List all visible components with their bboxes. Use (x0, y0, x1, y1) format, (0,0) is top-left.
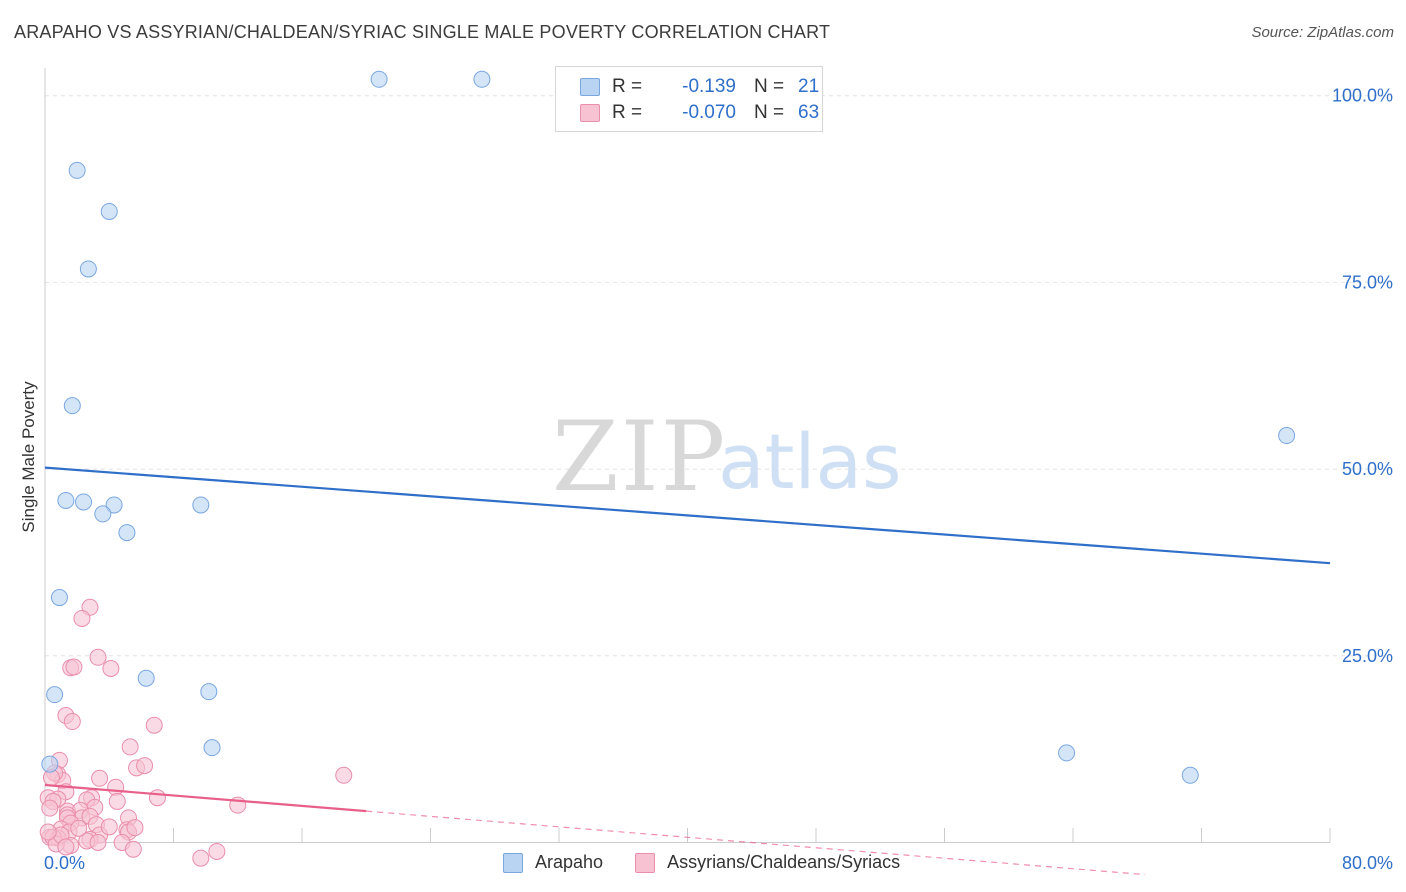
watermark: ZIP atlas (552, 401, 902, 513)
data-point-arapaho (75, 493, 93, 511)
y-tick-label: 25.0% (1342, 646, 1393, 666)
chart-title: ARAPAHO VS ASSYRIAN/CHALDEAN/SYRIAC SING… (14, 22, 831, 42)
legend-r-value: -0.070 (682, 102, 736, 123)
y-tick-label: 75.0% (1342, 272, 1393, 292)
data-point-assyrian (65, 658, 83, 676)
legend-label-arapaho: Arapaho (535, 852, 604, 872)
data-point-arapaho (57, 491, 75, 509)
legend-row-arapaho: R = -0.139 N = 21 (580, 75, 819, 99)
data-point-arapaho (41, 755, 59, 773)
data-point-assyrian (145, 716, 163, 734)
legend-r-label: R = (612, 76, 643, 97)
data-point-assyrian (107, 778, 125, 796)
data-point-arapaho (1278, 427, 1296, 445)
data-point-assyrian (208, 842, 226, 860)
data-point-assyrian (73, 609, 91, 627)
data-point-arapaho (79, 260, 97, 278)
data-point-assyrian (70, 819, 88, 837)
data-point-assyrian (192, 849, 210, 867)
data-point-assyrian (335, 766, 353, 784)
data-point-assyrian (100, 818, 118, 836)
data-point-arapaho (1181, 766, 1199, 784)
data-point-arapaho (105, 496, 123, 514)
legend-n-label: N = (754, 76, 785, 97)
data-point-arapaho (1058, 744, 1076, 762)
y-tick-label: 50.0% (1342, 459, 1393, 479)
data-point-arapaho (203, 739, 221, 757)
legend-n-value: 21 (798, 76, 820, 97)
data-point-arapaho (50, 589, 68, 607)
data-point-arapaho (192, 496, 210, 514)
legend-item-assyrian: Assyrians/Chaldeans/Syriacs (635, 852, 900, 873)
data-point-arapaho (46, 686, 64, 704)
data-point-arapaho (473, 70, 491, 88)
legend-r-value: -0.139 (682, 76, 736, 97)
data-point-arapaho (118, 524, 136, 542)
trendline-arapaho (44, 466, 1331, 565)
data-point-arapaho (137, 669, 155, 687)
tick-labels: 25.0% 50.0% 75.0% 100.0% 0.0% 80.0% (44, 86, 1393, 873)
legend-n-label: N = (754, 102, 785, 123)
y-tick-label: 100.0% (1332, 86, 1393, 106)
trendline-assyrian (44, 783, 367, 813)
axes (44, 68, 1331, 843)
watermark-atlas: atlas (718, 417, 902, 506)
data-point-assyrian (39, 823, 57, 841)
watermark-zip: ZIP (552, 401, 727, 513)
data-point-assyrian (89, 648, 107, 666)
legend-swatch-assyrian (580, 104, 600, 122)
legend-n-value: 63 (798, 102, 820, 123)
x-tick-label: 80.0% (1342, 853, 1393, 873)
legend-swatch-arapaho (503, 852, 523, 873)
data-point-arapaho (200, 683, 218, 701)
data-point-assyrian (41, 799, 59, 817)
y-axis-label: Single Male Poverty (19, 381, 38, 533)
series-legend: Arapaho Assyrians/Chaldeans/Syriacs (503, 852, 932, 873)
data-point-assyrian (57, 838, 75, 856)
trendlines (44, 466, 1331, 876)
data-point-arapaho (63, 397, 81, 415)
gridlines (45, 95, 1392, 657)
legend-box: R = -0.139 N = 21 R = -0.070 N = 63 (555, 66, 823, 132)
data-point-arapaho (100, 202, 118, 220)
trendline-assyrian-extended (366, 810, 1146, 876)
legend-swatch-assyrian (635, 852, 656, 873)
series-assyrian-points (39, 598, 353, 867)
data-point-assyrian (63, 713, 81, 731)
data-point-arapaho (68, 161, 86, 179)
data-point-assyrian (136, 757, 154, 775)
series-arapaho-points (41, 70, 1296, 784)
source-label: Source: ZipAtlas.com (1251, 24, 1394, 41)
legend-swatch-arapaho (580, 78, 600, 96)
data-point-assyrian (91, 769, 109, 787)
data-point-assyrian (148, 789, 166, 807)
data-point-arapaho (370, 70, 388, 88)
data-point-assyrian (124, 840, 142, 858)
legend-item-arapaho: Arapaho (503, 852, 603, 873)
data-point-arapaho (94, 505, 112, 523)
data-point-assyrian (126, 819, 144, 837)
data-point-assyrian (89, 834, 107, 851)
data-point-assyrian (121, 738, 139, 756)
legend-label-assyrian: Assyrians/Chaldeans/Syriacs (667, 852, 901, 872)
data-point-assyrian (108, 792, 126, 810)
x-tick-label: 0.0% (44, 853, 85, 873)
legend-row-assyrian: R = -0.070 N = 63 (580, 101, 819, 125)
data-point-assyrian (102, 660, 120, 678)
legend-r-label: R = (612, 102, 643, 123)
